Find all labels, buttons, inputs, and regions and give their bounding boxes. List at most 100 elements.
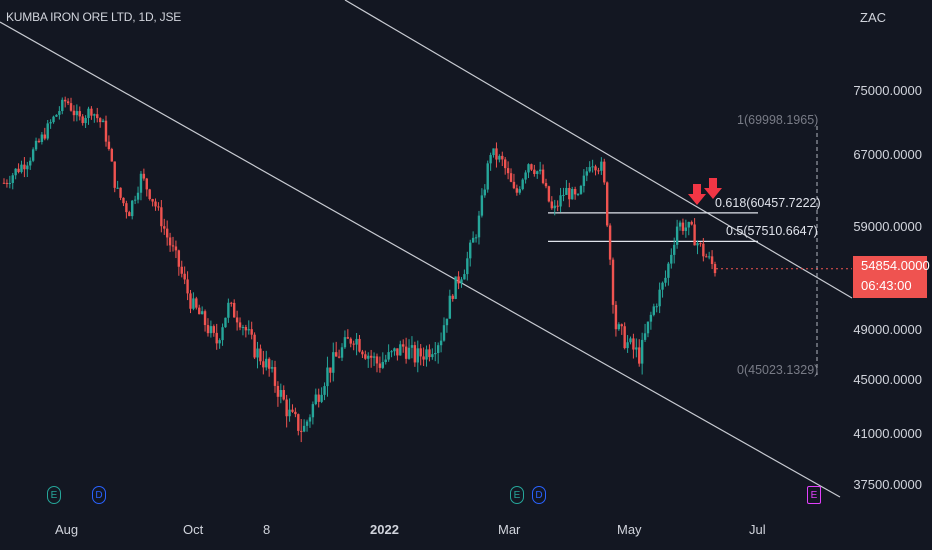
candle-body bbox=[69, 103, 73, 111]
candle-body bbox=[125, 203, 128, 213]
candle-body bbox=[448, 295, 452, 319]
candle-body bbox=[419, 348, 422, 357]
candle-body bbox=[667, 263, 670, 278]
candle-body bbox=[148, 189, 151, 200]
candle-body bbox=[26, 165, 29, 170]
down-arrow-icon bbox=[704, 178, 722, 199]
candle-body bbox=[632, 338, 635, 350]
candle-body bbox=[154, 201, 157, 207]
candle-body bbox=[434, 353, 437, 355]
candle-body bbox=[276, 385, 280, 397]
candle-body bbox=[346, 337, 350, 339]
channel-upper-line bbox=[344, 0, 853, 299]
candle-body bbox=[104, 120, 108, 142]
candle-body bbox=[597, 170, 600, 172]
candle-body bbox=[416, 348, 419, 363]
candle-body bbox=[29, 160, 32, 166]
candle-body bbox=[151, 199, 154, 202]
candle-body bbox=[14, 168, 17, 176]
candle-body bbox=[428, 349, 431, 358]
candle-body bbox=[87, 108, 90, 118]
candle-body bbox=[297, 414, 300, 431]
candle-body bbox=[195, 298, 198, 308]
symbol-title[interactable]: KUMBA IRON ORE LTD, 1D, JSE bbox=[6, 10, 182, 24]
last-price-badge: 54854.0000 06:43:00 bbox=[853, 256, 930, 298]
candle-body bbox=[265, 358, 268, 368]
candle-body bbox=[501, 155, 504, 160]
candle-body bbox=[623, 326, 626, 349]
candle-body bbox=[66, 101, 70, 104]
candle-body bbox=[661, 282, 664, 290]
y-tick-label: 59000.0000 bbox=[853, 219, 922, 234]
candle-body bbox=[611, 259, 615, 305]
candle-body bbox=[349, 338, 352, 344]
candle-body bbox=[547, 186, 551, 202]
candle-body bbox=[585, 171, 588, 176]
candle-body bbox=[163, 226, 166, 229]
candle-body bbox=[11, 175, 14, 183]
candle-body bbox=[37, 140, 41, 142]
candle-body bbox=[98, 118, 102, 123]
candle-body bbox=[640, 339, 644, 364]
candle-body bbox=[375, 356, 379, 364]
x-tick-label: Oct bbox=[183, 522, 204, 537]
candle-body bbox=[509, 173, 513, 182]
candle-body bbox=[568, 187, 571, 200]
candle-body bbox=[326, 367, 329, 387]
candle-body bbox=[579, 185, 583, 194]
candle-body bbox=[515, 188, 519, 193]
candle-body bbox=[122, 197, 125, 204]
candle-body bbox=[658, 289, 661, 307]
x-tick-label: 2022 bbox=[370, 522, 399, 537]
candle-body bbox=[573, 189, 577, 195]
candle-body bbox=[646, 321, 650, 334]
earnings-event-icon[interactable]: E bbox=[510, 486, 524, 504]
candle-body bbox=[131, 200, 134, 217]
earnings-event-icon[interactable]: E bbox=[807, 486, 821, 504]
candle-body bbox=[582, 175, 586, 186]
candle-body bbox=[451, 295, 454, 299]
x-tick-label: Mar bbox=[498, 522, 521, 537]
x-tick-label: May bbox=[617, 522, 642, 537]
candle-body bbox=[238, 322, 242, 328]
candle-body bbox=[381, 362, 385, 368]
dividend-event-icon[interactable]: D bbox=[92, 486, 106, 504]
candle-body bbox=[63, 99, 67, 102]
candle-body bbox=[358, 338, 361, 352]
candle-body bbox=[116, 187, 119, 189]
candle-body bbox=[498, 155, 501, 160]
candle-body bbox=[591, 166, 594, 168]
candle-body bbox=[693, 224, 696, 246]
candle-body bbox=[594, 166, 597, 171]
candle-body bbox=[43, 134, 46, 139]
candle-body bbox=[489, 155, 492, 164]
candle-body bbox=[393, 348, 396, 352]
candle-body bbox=[559, 195, 562, 207]
candle-body bbox=[145, 178, 148, 190]
candle-body bbox=[96, 114, 99, 119]
candle-body bbox=[550, 201, 554, 209]
candle-body bbox=[198, 307, 201, 315]
candle-body bbox=[270, 367, 274, 369]
candle-body bbox=[136, 192, 140, 200]
candle-body bbox=[553, 205, 556, 209]
candle-body bbox=[544, 183, 548, 187]
candle-body bbox=[436, 345, 440, 354]
candle-body bbox=[288, 409, 291, 417]
candle-body bbox=[279, 390, 283, 397]
dividend-event-icon[interactable]: D bbox=[532, 486, 546, 504]
candle-body bbox=[466, 258, 469, 275]
candle-body bbox=[454, 276, 457, 299]
candle-body bbox=[471, 237, 475, 243]
candle-body bbox=[81, 116, 84, 124]
candle-body bbox=[212, 326, 216, 333]
y-tick-label: 41000.0000 bbox=[853, 426, 922, 441]
earnings-event-icon[interactable]: E bbox=[47, 486, 61, 504]
y-tick-label: 67000.0000 bbox=[853, 147, 922, 162]
candle-body bbox=[215, 332, 218, 344]
candle-body bbox=[337, 356, 341, 358]
candle-body bbox=[626, 342, 629, 349]
candle-body bbox=[524, 172, 527, 180]
